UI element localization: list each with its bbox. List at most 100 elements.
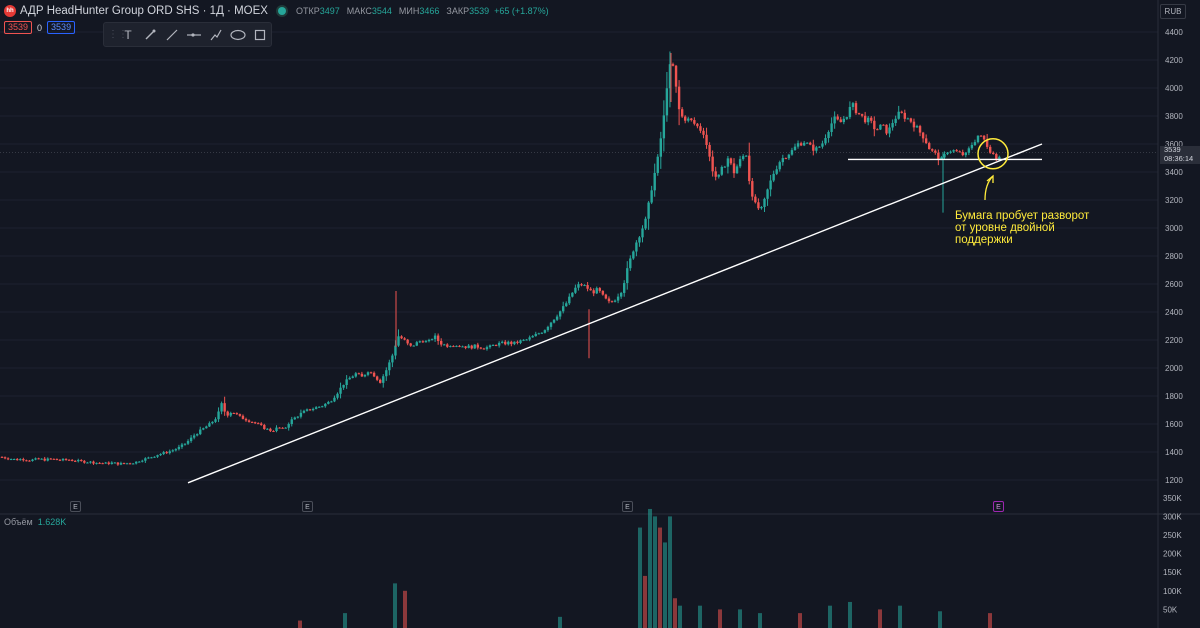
earnings-marker-upcoming[interactable]: E — [993, 501, 1004, 512]
candle-body — [525, 339, 528, 341]
candle-body — [64, 458, 68, 460]
earnings-marker[interactable]: E — [302, 501, 313, 512]
candle-body — [16, 459, 19, 461]
candle-body — [9, 459, 13, 461]
candle-body — [409, 343, 412, 346]
spread-value: 0 — [37, 22, 43, 33]
candle-body — [818, 146, 821, 148]
candle-body — [507, 341, 510, 345]
candle-body — [644, 218, 647, 229]
volume-value: 1.628K — [37, 517, 67, 527]
candle-body — [519, 340, 522, 343]
annotation-line: Бумага пробует разворот — [955, 210, 1090, 222]
candle-body — [867, 117, 870, 123]
path-icon[interactable] — [206, 25, 226, 45]
candle-body — [860, 114, 864, 116]
line-icon[interactable] — [162, 25, 182, 45]
candle-body — [37, 458, 40, 460]
candle-body — [369, 372, 373, 374]
horizontal-ray-icon[interactable] — [184, 25, 204, 45]
candle-body — [809, 142, 812, 145]
candle-body — [421, 341, 425, 343]
candle-body — [269, 428, 272, 432]
candle-body — [232, 412, 235, 414]
open-value: 3497 — [319, 6, 340, 16]
candle-body — [687, 118, 690, 121]
candle-body — [754, 196, 757, 203]
candle-body — [77, 460, 80, 462]
candle-body — [333, 397, 336, 402]
candle-body — [903, 112, 906, 119]
candle-body — [738, 159, 742, 167]
candle-body — [400, 336, 403, 339]
candle-body — [574, 287, 577, 293]
candle-body — [796, 143, 800, 147]
candle-body — [638, 237, 641, 243]
ellipse-icon[interactable] — [228, 25, 248, 45]
volume-bar — [738, 609, 742, 628]
candle-body — [122, 463, 126, 465]
text-icon[interactable]: T — [124, 27, 132, 42]
candle-body — [906, 118, 910, 120]
candle-body — [13, 459, 16, 461]
candle-body — [568, 296, 571, 304]
candle-body — [366, 372, 370, 375]
candle-body — [473, 344, 476, 349]
sell-price-button[interactable]: 3539 — [4, 21, 33, 34]
symbol-title[interactable]: АДР HeadHunter Group ORD SHS · 1Д · MOEX — [20, 5, 268, 17]
price-tick-label: 1600 — [1165, 420, 1183, 429]
chart-annotation[interactable]: Бумага пробует разворот от уровне двойно… — [955, 210, 1115, 246]
candle-body — [790, 150, 794, 155]
brush-icon[interactable] — [140, 25, 160, 45]
candle-body — [964, 152, 967, 156]
annotation-line: поддержки — [955, 234, 1013, 246]
currency-selector[interactable]: RUB — [1160, 4, 1186, 19]
volume-bar — [673, 598, 677, 628]
candle-body — [534, 333, 537, 337]
candle-body — [424, 341, 428, 343]
candle-body — [668, 64, 672, 89]
candle-body — [949, 151, 952, 153]
candle-body — [311, 408, 315, 411]
volume-bar — [798, 613, 802, 628]
volume-bar — [678, 605, 682, 628]
earnings-marker[interactable]: E — [622, 501, 633, 512]
volume-bar — [718, 609, 722, 628]
volume-legend[interactable]: Объём 1.628K — [4, 517, 66, 527]
candle-body — [918, 126, 922, 133]
candle-body — [909, 118, 913, 122]
candle-body — [452, 346, 455, 348]
candle-body — [74, 460, 77, 462]
earnings-marker[interactable]: E — [70, 501, 81, 512]
volume-bar — [668, 516, 672, 628]
candle-body — [324, 403, 327, 407]
candle-body — [717, 174, 720, 177]
candle-body — [25, 460, 28, 462]
volume-label: Объём — [4, 517, 33, 527]
price-tick-label: 2800 — [1165, 252, 1183, 261]
candle-body — [537, 333, 540, 335]
candle-body — [854, 103, 858, 114]
candle-body — [677, 86, 681, 110]
drag-handle-icon[interactable]: ⋮⋮ — [108, 29, 128, 40]
candle-body — [937, 152, 940, 160]
candle-body — [848, 106, 852, 118]
candle-body — [171, 450, 174, 452]
rectangle-icon[interactable] — [250, 25, 270, 45]
company-logo: hh — [4, 5, 16, 17]
candle-body — [226, 411, 229, 416]
candle-body — [3, 457, 7, 459]
symbol-header[interactable]: hh АДР HeadHunter Group ORD SHS · 1Д · M… — [4, 3, 549, 19]
candle-body — [385, 370, 388, 377]
buy-price-button[interactable]: 3539 — [47, 21, 76, 34]
volume-bar — [988, 613, 992, 628]
price-tick-label: 3400 — [1165, 168, 1183, 177]
volume-tick-label: 250K — [1163, 531, 1182, 540]
price-tick-label: 4400 — [1165, 28, 1183, 37]
candle-body — [436, 335, 440, 341]
candle-body — [839, 119, 842, 123]
candle-body — [290, 419, 293, 425]
candle-body — [662, 115, 666, 139]
candle-body — [443, 344, 446, 346]
